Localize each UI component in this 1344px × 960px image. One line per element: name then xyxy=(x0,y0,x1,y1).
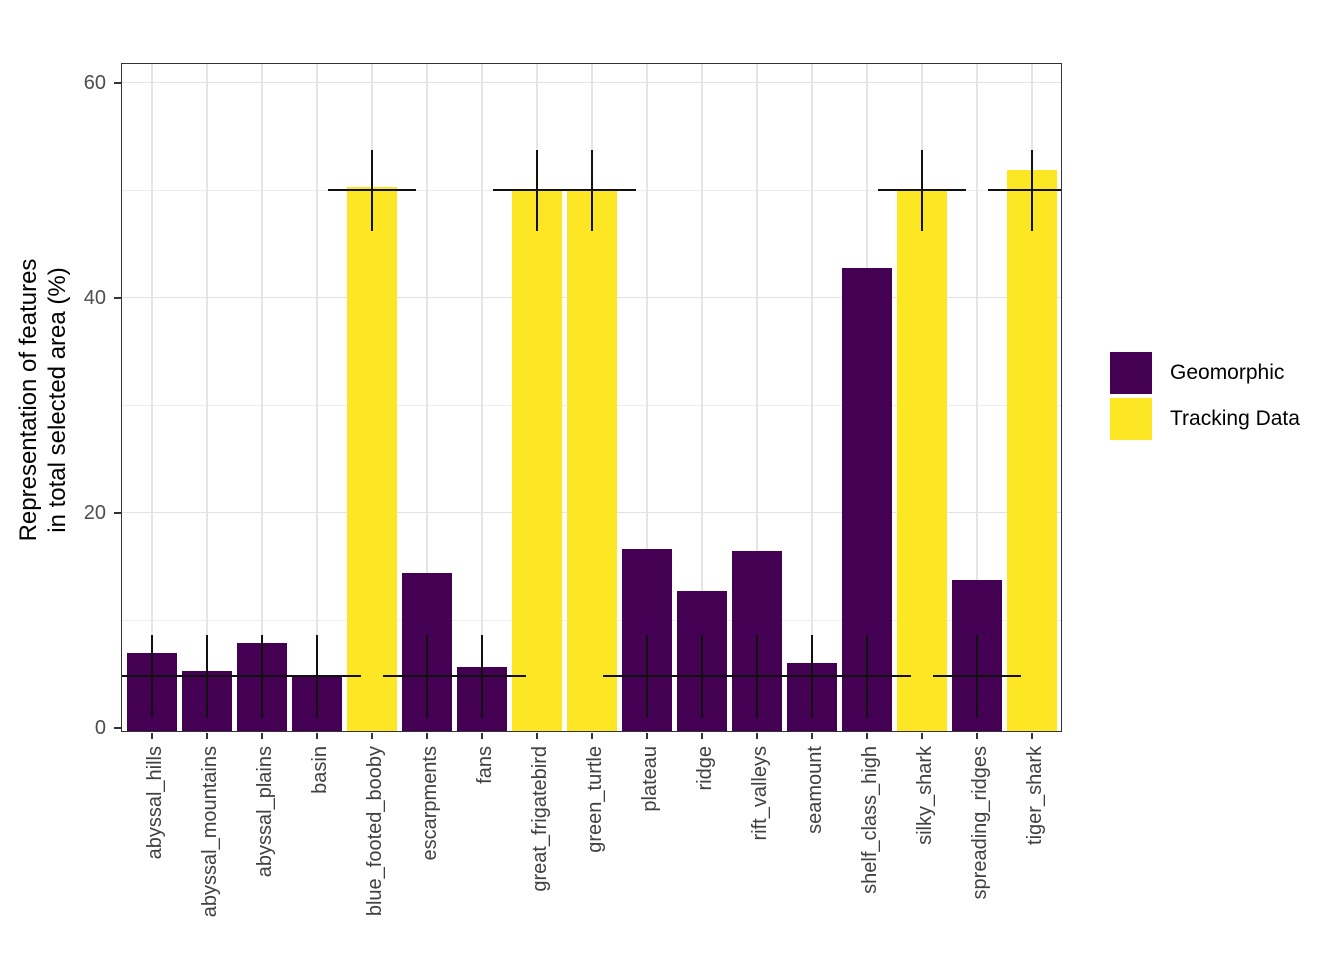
x-axis-tick-label: plateau xyxy=(639,746,661,812)
x-axis-tick-label: spreading_ridges xyxy=(969,746,991,900)
y-axis-tick xyxy=(113,511,121,514)
x-axis-tick-label: basin xyxy=(309,746,331,794)
y-axis-tick xyxy=(113,296,121,299)
vertical-gridline xyxy=(261,63,263,732)
x-axis-tick xyxy=(316,733,318,739)
x-axis-tick xyxy=(371,733,373,739)
errorbar-crossbar-shelf_class_high xyxy=(823,674,911,677)
errorbar-crossbar-seamount xyxy=(768,674,856,677)
errorbar-crossbar-ridge xyxy=(658,674,746,677)
bar-blue_footed_booby xyxy=(347,186,397,732)
x-axis-tick-label: abyssal_plains xyxy=(254,746,276,878)
y-axis-tick xyxy=(113,81,121,84)
x-axis-tick-label: great_frigatebird xyxy=(529,746,551,892)
errorbar-crossbar-rift_valleys xyxy=(713,674,801,677)
y-axis-tick-label: 20 xyxy=(83,501,106,524)
errorbar-crossbar-plateau xyxy=(603,674,691,677)
y-axis-tick-label: 0 xyxy=(94,716,106,739)
x-axis-tick xyxy=(976,733,978,739)
vertical-gridline xyxy=(976,63,978,732)
x-axis-tick-label: fans xyxy=(474,746,496,784)
x-axis-tick-label: rift_valleys xyxy=(749,746,771,841)
legend-item-tracking-data: Tracking Data xyxy=(1110,398,1300,440)
x-axis-tick xyxy=(536,733,538,739)
bar-great_frigatebird xyxy=(512,190,562,732)
vertical-gridline xyxy=(701,63,703,732)
vertical-gridline xyxy=(316,63,318,732)
vertical-gridline xyxy=(426,63,428,732)
errorbar-crossbar-spreading_ridges xyxy=(933,674,1021,677)
errorbar-crossbar-blue_footed_booby xyxy=(328,189,416,192)
errorbar-crossbar-great_frigatebird xyxy=(493,189,581,192)
vertical-gridline xyxy=(151,63,153,732)
x-axis-tick-label: escarpments xyxy=(419,746,441,861)
bar-tiger_shark xyxy=(1007,169,1057,732)
x-axis-tick xyxy=(426,733,428,739)
y-axis-tick xyxy=(113,726,121,729)
y-axis-tick-label: 60 xyxy=(83,71,106,94)
x-axis-tick-label: green_turtle xyxy=(584,746,606,853)
x-axis-tick-label: abyssal_hills xyxy=(144,746,166,860)
errorbar-crossbar-silky_shark xyxy=(878,189,966,192)
x-axis-tick xyxy=(481,733,483,739)
vertical-gridline xyxy=(756,63,758,732)
x-axis-tick-label: ridge xyxy=(694,746,716,791)
x-axis-tick xyxy=(646,733,648,739)
x-axis-tick-label: abyssal_mountains xyxy=(199,746,221,918)
legend-item-geomorphic: Geomorphic xyxy=(1110,352,1300,394)
y-axis-title-line1: Representation of features xyxy=(15,258,42,542)
legend-label: Tracking Data xyxy=(1170,407,1300,430)
x-axis-tick-label: blue_footed_booby xyxy=(364,746,386,917)
errorbar-crossbar-fans xyxy=(438,674,526,677)
legend: Geomorphic Tracking Data xyxy=(1110,352,1300,444)
legend-swatch-geomorphic xyxy=(1110,352,1152,394)
x-axis-tick xyxy=(591,733,593,739)
x-axis-tick-label: seamount xyxy=(804,746,826,834)
bar-silky_shark xyxy=(897,189,947,732)
legend-swatch-tracking-data xyxy=(1110,398,1152,440)
x-axis-tick xyxy=(921,733,923,739)
errorbar-crossbar-abyssal_plains xyxy=(218,674,306,677)
x-axis-tick xyxy=(206,733,208,739)
vertical-gridline xyxy=(206,63,208,732)
x-axis-tick xyxy=(1031,733,1033,739)
errorbar-crossbar-tiger_shark xyxy=(988,189,1062,192)
x-axis-tick xyxy=(866,733,868,739)
bar-green_turtle xyxy=(567,190,617,732)
vertical-gridline xyxy=(646,63,648,732)
plot-panel xyxy=(121,63,1062,732)
errorbar-crossbar-abyssal_mountains xyxy=(163,674,251,677)
errorbar-crossbar-abyssal_hills xyxy=(121,674,196,677)
x-axis-tick-label: silky_shark xyxy=(914,746,936,845)
x-axis-tick xyxy=(756,733,758,739)
x-axis-tick-label: tiger_shark xyxy=(1024,746,1046,845)
y-axis-tick-label: 40 xyxy=(83,286,106,309)
x-axis-tick xyxy=(151,733,153,739)
errorbar-crossbar-basin xyxy=(273,674,361,677)
x-axis-tick xyxy=(701,733,703,739)
legend-label: Geomorphic xyxy=(1170,361,1285,384)
errorbar-crossbar-green_turtle xyxy=(548,189,636,192)
x-axis-tick xyxy=(261,733,263,739)
vertical-gridline xyxy=(811,63,813,732)
errorbar-crossbar-escarpments xyxy=(383,674,471,677)
x-axis-tick-label: shelf_class_high xyxy=(859,746,881,894)
vertical-gridline xyxy=(481,63,483,732)
x-axis-tick xyxy=(811,733,813,739)
